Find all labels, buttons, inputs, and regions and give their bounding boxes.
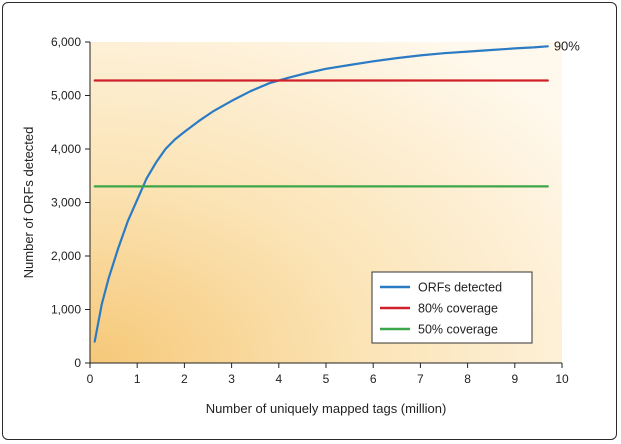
legend: ORFs detected 80% coverage 50% coverage <box>371 271 533 344</box>
x-tick-label: 10 <box>555 372 569 386</box>
x-tick-label: 4 <box>275 372 282 386</box>
y-axis-label: Number of ORFs detected <box>21 127 36 279</box>
legend-label: ORFs detected <box>418 281 502 295</box>
annotation-label: 90% <box>554 38 580 53</box>
series-line-orfs-detected <box>93 45 549 343</box>
x-tick-label: 5 <box>323 372 330 386</box>
y-tick-label: 3,000 <box>51 196 81 210</box>
x-tick-label: 7 <box>417 372 424 386</box>
y-tick-label: 2,000 <box>51 249 81 263</box>
axes: 0 1 2 3 4 5 6 7 8 9 10 0 1,000 2,000 3,000 4,000 5,000 6,… <box>51 35 569 386</box>
x-tick-label: 1 <box>134 372 141 386</box>
annotation-layer: 90% <box>554 38 580 53</box>
legend-label: 80% coverage <box>418 302 498 316</box>
y-tick-label: 0 <box>74 356 81 370</box>
x-tick-label: 3 <box>228 372 235 386</box>
series-layer <box>93 45 549 343</box>
x-tick-label: 0 <box>87 372 94 386</box>
y-tick-label: 1,000 <box>51 303 81 317</box>
x-tick-label: 8 <box>464 372 471 386</box>
x-tick-label: 9 <box>511 372 518 386</box>
x-axis-label: Number of uniquely mapped tags (million) <box>206 401 447 416</box>
y-tick-label: 6,000 <box>51 35 81 49</box>
y-tick-label: 4,000 <box>51 142 81 156</box>
x-tick-label: 2 <box>181 372 188 386</box>
x-tick-label: 6 <box>370 372 377 386</box>
legend-label: 50% coverage <box>418 323 498 337</box>
y-tick-label: 5,000 <box>51 89 81 103</box>
